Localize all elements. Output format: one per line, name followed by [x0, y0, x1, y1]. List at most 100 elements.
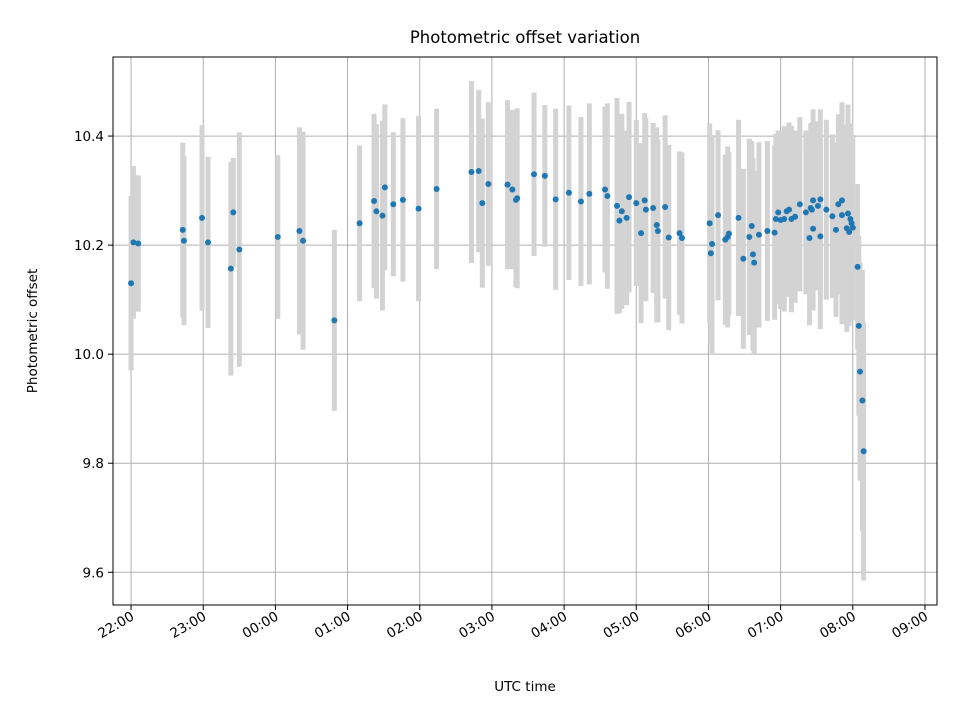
- data-point: [552, 196, 559, 203]
- data-point: [399, 196, 406, 203]
- data-point: [746, 233, 753, 240]
- data-point: [817, 196, 824, 203]
- y-tick-label: 10.4: [74, 129, 104, 145]
- data-point: [379, 212, 386, 219]
- data-point: [854, 263, 861, 270]
- data-point: [735, 214, 742, 221]
- data-point: [601, 186, 608, 193]
- data-point: [180, 237, 187, 244]
- data-point: [707, 250, 714, 257]
- data-point: [775, 209, 782, 216]
- data-point: [755, 231, 762, 238]
- data-point: [626, 194, 633, 201]
- data-point: [749, 251, 756, 258]
- data-point: [531, 171, 538, 178]
- data-point: [641, 197, 648, 204]
- data-point: [618, 208, 625, 215]
- x-tick-label: 05:00: [601, 609, 643, 642]
- data-point: [504, 181, 511, 188]
- data-point: [740, 255, 747, 262]
- data-point: [227, 265, 234, 272]
- data-point: [586, 190, 593, 197]
- data-point: [817, 233, 824, 240]
- data-point: [855, 322, 862, 329]
- y-axis-label: Photometric offset: [25, 269, 41, 393]
- data-point: [468, 169, 475, 176]
- data-point: [135, 240, 142, 247]
- data-point: [614, 202, 621, 209]
- x-axis-ticks: 22:00 23:00 00:00 01:00 02:00 03:00 04:00 05:00…: [95, 605, 931, 642]
- data-point: [381, 184, 388, 191]
- data-point: [715, 212, 722, 219]
- data-point: [706, 220, 713, 227]
- data-point: [810, 225, 817, 232]
- data-point: [796, 201, 803, 208]
- data-point: [859, 397, 866, 404]
- data-points: [128, 167, 867, 455]
- data-point: [662, 203, 669, 210]
- data-point: [128, 280, 135, 287]
- data-point: [823, 206, 830, 213]
- data-point: [810, 197, 817, 204]
- data-point: [356, 220, 363, 227]
- data-point: [654, 227, 661, 234]
- y-axis-ticks: 9.6 9.8 10.0 10.2 10.4: [74, 129, 113, 581]
- x-tick-label: 06:00: [673, 609, 715, 642]
- data-point: [806, 235, 813, 242]
- x-tick-label: 04:00: [528, 609, 570, 642]
- data-point: [678, 235, 685, 242]
- data-point: [748, 223, 755, 230]
- data-point: [479, 200, 486, 207]
- data-point: [725, 230, 732, 237]
- data-point: [371, 197, 378, 204]
- data-point: [650, 205, 657, 212]
- data-point: [373, 208, 380, 215]
- x-tick-label: 22:00: [95, 609, 137, 642]
- x-tick-label: 08:00: [817, 609, 859, 642]
- data-point: [665, 234, 672, 241]
- data-point: [390, 201, 397, 208]
- data-point: [814, 202, 821, 209]
- data-point: [236, 246, 243, 253]
- data-point: [792, 213, 799, 220]
- data-point: [230, 209, 237, 216]
- data-point: [846, 229, 853, 236]
- data-point: [616, 217, 623, 224]
- data-point: [838, 212, 845, 219]
- data-point: [179, 226, 186, 233]
- data-point: [331, 317, 338, 324]
- data-point: [709, 241, 716, 248]
- x-tick-label: 07:00: [745, 609, 787, 642]
- data-point: [832, 226, 839, 233]
- data-point: [475, 167, 482, 174]
- data-point: [764, 227, 771, 234]
- data-point: [514, 195, 521, 202]
- data-point: [786, 206, 793, 213]
- data-point: [849, 224, 856, 231]
- data-point: [485, 181, 492, 188]
- data-point: [509, 186, 516, 193]
- data-point: [296, 227, 303, 234]
- x-tick-label: 01:00: [312, 609, 354, 642]
- y-tick-label: 9.8: [83, 456, 104, 472]
- y-tick-label: 9.6: [83, 565, 104, 581]
- data-point: [199, 214, 206, 221]
- data-point: [633, 200, 640, 207]
- data-point: [415, 205, 422, 212]
- data-point: [860, 448, 867, 455]
- x-tick-label: 00:00: [240, 609, 282, 642]
- data-point: [130, 239, 137, 246]
- data-point: [638, 230, 645, 237]
- data-point: [565, 189, 572, 196]
- data-point: [808, 206, 815, 213]
- data-point: [577, 198, 584, 205]
- x-tick-label: 09:00: [889, 609, 931, 642]
- chart-title: Photometric offset variation: [410, 28, 640, 47]
- data-point: [857, 368, 864, 375]
- data-point: [835, 201, 842, 208]
- data-point: [838, 197, 845, 204]
- x-tick-label: 03:00: [456, 609, 498, 642]
- data-point: [604, 193, 611, 200]
- data-point: [751, 259, 758, 266]
